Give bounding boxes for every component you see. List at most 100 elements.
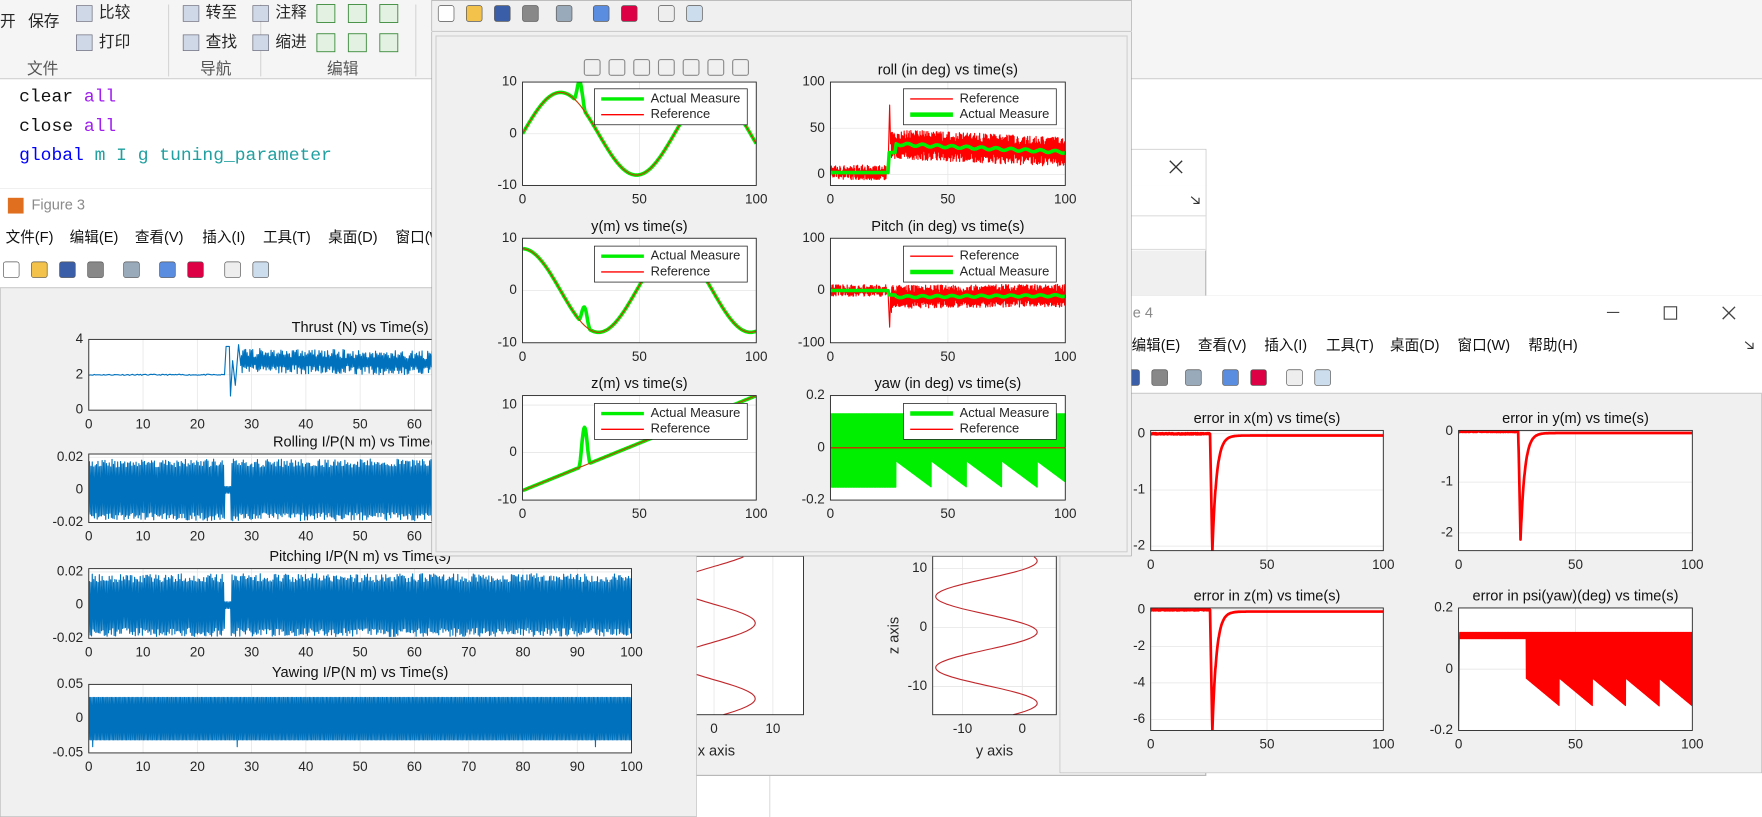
ribbon-button[interactable]: 比较	[99, 4, 131, 22]
ribbon-button[interactable]: 转至	[206, 4, 237, 22]
axes-toolbar-icon[interactable]	[682, 59, 700, 76]
menu-item[interactable]: 编辑(E)	[70, 229, 119, 246]
toolbar-icon[interactable]	[59, 261, 76, 278]
x-tick-label: 10	[136, 529, 151, 544]
menu-item[interactable]: 工具(T)	[1326, 338, 1374, 354]
close-button[interactable]	[1722, 306, 1736, 320]
legend-entry: Reference	[651, 421, 711, 436]
x-tick-label: 0	[85, 529, 93, 544]
ribbon-button[interactable]: 缩进	[275, 33, 307, 51]
x-tick-label: 0	[519, 192, 527, 207]
y-tick-label: -10	[908, 678, 927, 693]
toolbar-icon[interactable]	[686, 5, 703, 22]
y-tick-label: -2	[1133, 538, 1145, 553]
legend	[903, 403, 1057, 440]
toolbar-icon[interactable]	[621, 5, 638, 22]
x-tick-label: 50	[940, 349, 955, 364]
toolbar-icon[interactable]	[522, 5, 539, 22]
ribbon-icon	[379, 4, 399, 23]
x-tick-label: 50	[1568, 737, 1583, 752]
y-tick-label: 4	[76, 331, 84, 346]
curve	[522, 248, 757, 333]
menu-item[interactable]: 桌面(D)	[1390, 337, 1439, 354]
y-tick-label: -100	[798, 334, 825, 349]
axes-title: Yawing I/P(N m) vs Time(s)	[272, 665, 449, 681]
x-tick-label: 80	[515, 644, 530, 659]
curve	[935, 556, 1038, 715]
toolbar-icon[interactable]	[1286, 369, 1303, 386]
menu-item[interactable]: 文件(F)	[6, 229, 54, 246]
menu-item[interactable]: 窗口(W)	[1457, 336, 1510, 354]
toolbar-icon[interactable]	[555, 5, 573, 22]
y-tick-label: 0.02	[57, 449, 83, 464]
code-token: m I g tuning_parameter	[95, 146, 332, 166]
axes-toolbar-icon[interactable]	[707, 59, 725, 76]
x-tick-label: 40	[298, 644, 313, 659]
x-tick-label: 50	[353, 759, 368, 774]
ribbon-button[interactable]: 开	[0, 14, 16, 31]
axes-toolbar-icon[interactable]	[633, 59, 651, 76]
y-tick-label: 50	[810, 120, 825, 135]
toolbar-icon[interactable]	[31, 261, 48, 278]
legend	[594, 88, 748, 126]
axes-title: error in x(m) vs time(s)	[1194, 411, 1341, 427]
toolbar-icon[interactable]	[437, 5, 455, 22]
ribbon-button[interactable]: 注释	[275, 4, 307, 22]
x-tick-label: 90	[570, 759, 585, 774]
y-tick-label: -0.2	[802, 492, 825, 507]
curve	[1458, 631, 1693, 731]
toolbar-icon[interactable]	[1222, 369, 1239, 386]
axes-toolbar-icon[interactable]	[657, 59, 675, 76]
x-axis-label: y axis	[976, 744, 1013, 760]
ribbon-button[interactable]: 查找	[206, 33, 238, 51]
ribbon-icon	[182, 5, 200, 22]
menu-item[interactable]: 查看(V)	[1198, 337, 1247, 354]
toolbar-icon[interactable]	[123, 261, 140, 278]
axes-toolbar-icon[interactable]	[583, 59, 601, 76]
axes-frame	[522, 237, 757, 344]
ribbon-button[interactable]: 保存	[28, 13, 60, 31]
toolbar-icon[interactable]	[1314, 369, 1331, 386]
toolbar-icon[interactable]	[224, 261, 241, 278]
x-tick-label: 80	[515, 759, 530, 774]
x-tick-label: 50	[353, 529, 368, 544]
x-tick-label: 100	[1372, 557, 1394, 572]
y-tick-label: 0	[509, 282, 517, 297]
toolbar-icon[interactable]	[3, 261, 20, 278]
menu-item[interactable]: 桌面(D)	[328, 229, 377, 246]
toolbar-icon[interactable]	[87, 261, 104, 278]
toolbar-icon[interactable]	[1250, 369, 1267, 386]
close-button[interactable]	[1169, 160, 1183, 174]
ribbon-icon	[182, 34, 200, 51]
toolbar-icon[interactable]	[658, 5, 675, 22]
menu-item[interactable]: 编辑(E)	[1132, 337, 1181, 354]
toolbar-icon[interactable]	[159, 261, 176, 278]
maximize-button[interactable]	[1663, 306, 1678, 320]
code-token: all	[84, 117, 116, 137]
x-tick-label: 20	[190, 529, 205, 544]
toolbar-icon[interactable]	[1151, 369, 1168, 386]
menu-item[interactable]: 工具(T)	[263, 230, 311, 246]
menu-item[interactable]: 帮助(H)	[1528, 337, 1577, 354]
x-tick-label: 0	[827, 349, 835, 364]
toolbar-icon[interactable]	[592, 5, 610, 22]
code-line: close all	[19, 117, 116, 137]
toolbar-icon[interactable]	[1185, 369, 1202, 386]
axes-frame	[829, 237, 1066, 344]
x-tick-label: 0	[1455, 557, 1463, 572]
toolbar-icon[interactable]	[466, 5, 483, 22]
toolbar-icon[interactable]	[252, 261, 269, 278]
toolbar-icon[interactable]	[494, 5, 511, 22]
menu-item[interactable]: 插入(I)	[202, 229, 245, 246]
toolbar-icon[interactable]	[187, 261, 204, 278]
menu-item[interactable]: 查看(V)	[135, 229, 184, 246]
axes-toolbar-icon[interactable]	[732, 59, 749, 76]
y-tick-label: 0	[1138, 601, 1146, 616]
menu-item[interactable]: 插入(I)	[1264, 337, 1307, 354]
ribbon-button[interactable]: 打印	[99, 33, 130, 51]
axes-toolbar-icon[interactable]	[608, 59, 626, 76]
x-tick-label: 100	[1054, 506, 1076, 521]
x-tick-label: 50	[1260, 557, 1275, 572]
x-tick-label: 0	[519, 506, 527, 521]
